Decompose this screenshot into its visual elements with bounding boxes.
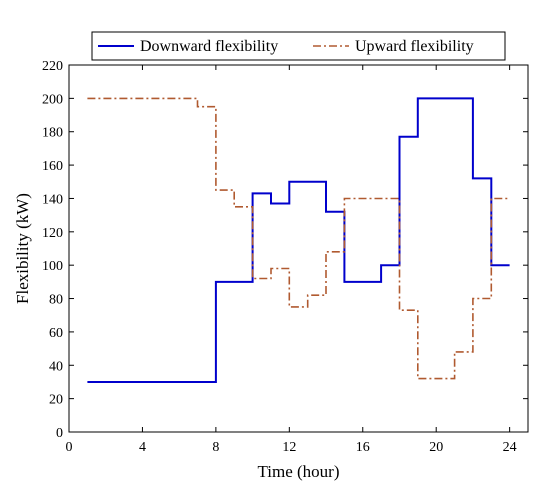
y-axis-title: Flexibility (kW)	[13, 193, 32, 304]
y-tick-label: 140	[42, 192, 63, 207]
legend: Downward flexibility Upward flexibility	[91, 31, 506, 61]
series-line-upward	[87, 97, 510, 380]
x-tick-label: 8	[212, 440, 219, 455]
axes-frame	[68, 64, 529, 433]
y-tick-label: 160	[42, 159, 63, 174]
y-tick-label: 40	[49, 359, 63, 374]
legend-label-downward: Downward flexibility	[140, 38, 278, 55]
legend-label-upward: Upward flexibility	[355, 38, 474, 55]
x-axis-title: Time (hour)	[257, 462, 339, 481]
y-tick-label: 100	[42, 259, 63, 274]
y-tick-label: 80	[49, 293, 63, 308]
axes: 0 4 8 12 16 20 24 0 20 40 60 80 100 120 140 160 180 200 22…	[13, 59, 529, 481]
x-tick-label: 4	[139, 440, 146, 455]
y-tick-label: 220	[42, 59, 63, 74]
x-tick-label: 0	[66, 440, 73, 455]
series-line-downward	[87, 97, 510, 383]
y-tick-label: 20	[49, 393, 63, 408]
legend-box	[91, 31, 506, 61]
y-tick-label: 0	[56, 426, 63, 441]
x-tick-label: 16	[356, 440, 370, 455]
y-tick-label: 180	[42, 126, 63, 141]
y-tick-label: 120	[42, 226, 63, 241]
y-tick-label: 200	[42, 92, 63, 107]
x-tick-label: 12	[282, 440, 296, 455]
y-tick-label: 60	[49, 326, 63, 341]
plot-area	[87, 97, 510, 383]
x-tick-label: 20	[429, 440, 443, 455]
x-tick-label: 24	[503, 440, 517, 455]
